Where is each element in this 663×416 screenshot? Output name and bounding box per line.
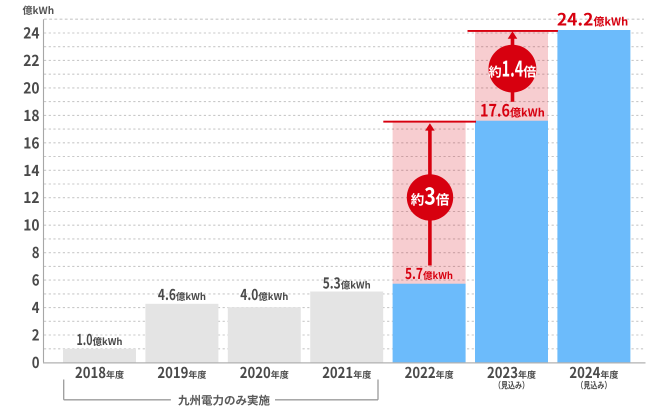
svg-text:14: 14 (23, 159, 39, 181)
svg-text:2021年度: 2021年度 (322, 362, 371, 383)
svg-text:24.2億kWh: 24.2億kWh (557, 6, 628, 31)
svg-text:2: 2 (32, 324, 40, 346)
svg-text:8: 8 (32, 241, 40, 263)
svg-text:12: 12 (23, 186, 39, 208)
svg-text:17.6億kWh: 17.6億kWh (480, 96, 545, 121)
svg-text:（見込み）: （見込み） (494, 379, 529, 392)
svg-text:16: 16 (23, 131, 39, 153)
svg-text:6: 6 (32, 269, 40, 291)
svg-text:4: 4 (32, 296, 40, 318)
svg-text:18: 18 (23, 104, 39, 126)
svg-text:24: 24 (23, 22, 39, 44)
svg-text:2020年度: 2020年度 (240, 362, 289, 383)
svg-text:九州電力のみ実施: 九州電力のみ実施 (178, 392, 270, 408)
svg-text:20: 20 (23, 76, 39, 98)
svg-text:5.7億kWh: 5.7億kWh (405, 263, 453, 284)
svg-text:2019年度: 2019年度 (157, 362, 206, 383)
svg-text:4.0億kWh: 4.0億kWh (240, 284, 288, 305)
svg-text:2024年度: 2024年度 (569, 362, 618, 383)
svg-text:4.6億kWh: 4.6億kWh (158, 284, 206, 305)
svg-text:22: 22 (23, 49, 39, 71)
svg-text:2023年度: 2023年度 (487, 362, 536, 383)
svg-text:10: 10 (23, 214, 39, 236)
svg-text:0: 0 (32, 351, 40, 373)
svg-text:億kWh: 億kWh (23, 2, 55, 17)
svg-text:1.0億kWh: 1.0億kWh (76, 329, 122, 350)
svg-text:5.3億kWh: 5.3億kWh (323, 273, 371, 294)
svg-text:2018年度: 2018年度 (75, 362, 124, 383)
svg-text:2022年度: 2022年度 (405, 362, 454, 383)
svg-text:（見込み）: （見込み） (576, 379, 611, 392)
